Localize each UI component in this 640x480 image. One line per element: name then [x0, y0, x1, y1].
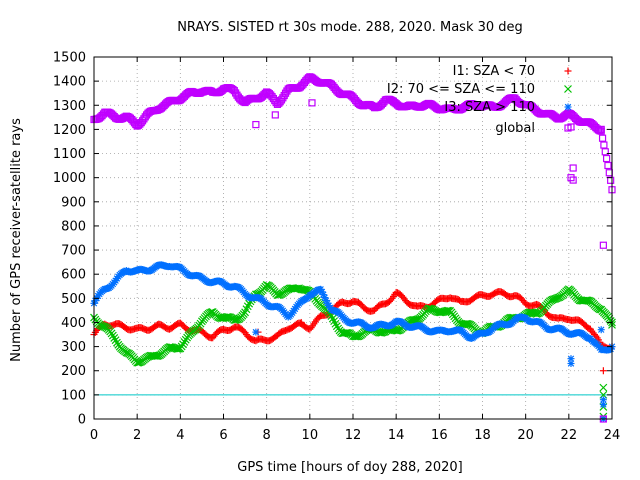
data-point [607, 176, 615, 184]
outlier-point [597, 125, 605, 134]
y-tick-label: 1300 [53, 99, 86, 114]
legend-marker-3 [564, 103, 572, 111]
legend-label-global: global [495, 121, 535, 136]
y-tick-label: 1000 [53, 171, 86, 186]
y-tick-label: 400 [61, 316, 86, 331]
y-tick-label: 300 [61, 340, 86, 355]
x-tick-label: 2 [133, 428, 141, 443]
data-point [601, 148, 609, 156]
x-tick-label: 0 [90, 428, 98, 443]
data-point [179, 340, 187, 349]
data-point [332, 322, 341, 331]
outlier-point [599, 383, 608, 392]
y-tick-label: 200 [61, 364, 86, 379]
outlier-point [569, 176, 577, 184]
x-tick-label: 24 [604, 428, 621, 443]
y-tick-label: 0 [78, 413, 86, 428]
data-point [387, 296, 395, 304]
data-point [412, 315, 421, 324]
data-point [274, 291, 283, 300]
outlier-point [252, 120, 260, 129]
outlier-point [599, 241, 607, 249]
data-point [604, 161, 612, 170]
data-point [343, 328, 352, 337]
y-tick-label: 100 [61, 388, 86, 403]
data-point [196, 319, 205, 328]
data-point [598, 134, 607, 142]
x-tick-label: 20 [517, 428, 534, 443]
outlier-point [567, 359, 575, 367]
x-tick-label: 22 [561, 428, 578, 443]
x-tick-label: 8 [263, 428, 271, 443]
x-tick-label: 4 [176, 428, 184, 443]
legend-marker-2 [564, 85, 572, 93]
data-point [207, 308, 216, 317]
data-point [600, 141, 608, 149]
y-tick-label: 800 [61, 219, 86, 234]
y-tick-label: 600 [61, 268, 86, 283]
x-tick-label: 12 [345, 428, 362, 443]
x-tick-label: 14 [388, 428, 405, 443]
outlier-point [569, 164, 577, 172]
data-point [134, 358, 143, 367]
x-tick-label: 10 [302, 428, 319, 443]
data-point [301, 286, 310, 294]
outlier-point [597, 326, 605, 334]
x-tick-label: 6 [219, 428, 227, 443]
y-tick-label: 1400 [53, 75, 86, 90]
y-axis-ticks: 0 100 200 300 400 500 600 700 800 900 1000 1100 1200… [53, 51, 612, 428]
legend-marker-4 [564, 124, 572, 132]
x-tick-label: 16 [431, 428, 448, 443]
legend: I1: SZA < 70 I2: 70 <= SZA <= 110 I3: SZ… [387, 64, 572, 136]
outlier-point [308, 99, 316, 107]
data-point [605, 169, 613, 177]
legend-marker-1 [564, 67, 572, 75]
data-point [603, 154, 611, 163]
data-point [378, 328, 387, 337]
data-point [98, 322, 107, 330]
data-point [108, 331, 117, 340]
data-point [231, 316, 240, 324]
outlier-point [271, 111, 279, 119]
outlier-point [599, 367, 607, 375]
x-axis-label: GPS time [hours of doy 288, 2020] [237, 460, 462, 475]
data-point [122, 348, 131, 357]
legend-label-i3: I3: SZA > 110 [444, 100, 535, 115]
data-point [443, 306, 452, 315]
data-point [153, 352, 162, 361]
data-point [463, 319, 472, 328]
data-point [353, 332, 361, 341]
y-axis-label: Number of GPS receiver-satellite rays [9, 118, 24, 362]
y-tick-label: 1200 [53, 123, 86, 138]
data-point [550, 295, 558, 304]
data-point [111, 336, 120, 345]
data-point [583, 296, 592, 305]
data-point [532, 310, 541, 318]
series-4 [90, 73, 616, 423]
grid [94, 57, 612, 419]
y-tick-label: 1500 [53, 51, 86, 66]
y-tick-label: 900 [61, 195, 86, 210]
x-tick-label: 18 [474, 428, 491, 443]
y-tick-label: 700 [61, 244, 86, 259]
series-layer [90, 73, 616, 423]
data-point [180, 338, 189, 346]
outlier-point [599, 401, 607, 409]
chart-title: NRAYS. SISTED rt 30s mode. 288, 2020. Ma… [177, 20, 523, 35]
data-point [393, 326, 402, 335]
data-point [425, 304, 434, 313]
outlier-point [252, 328, 260, 336]
x-axis-ticks: 0 2 4 6 8 10 12 14 16 18 20 22 24 [90, 57, 620, 443]
data-point [224, 313, 233, 321]
y-tick-label: 500 [61, 292, 86, 307]
legend-label-i2: I2: 70 <= SZA <= 110 [387, 82, 535, 97]
legend-label-i1: I1: SZA < 70 [453, 64, 535, 79]
data-point [110, 333, 119, 342]
y-tick-label: 1100 [53, 147, 86, 162]
outlier-point [297, 318, 305, 326]
